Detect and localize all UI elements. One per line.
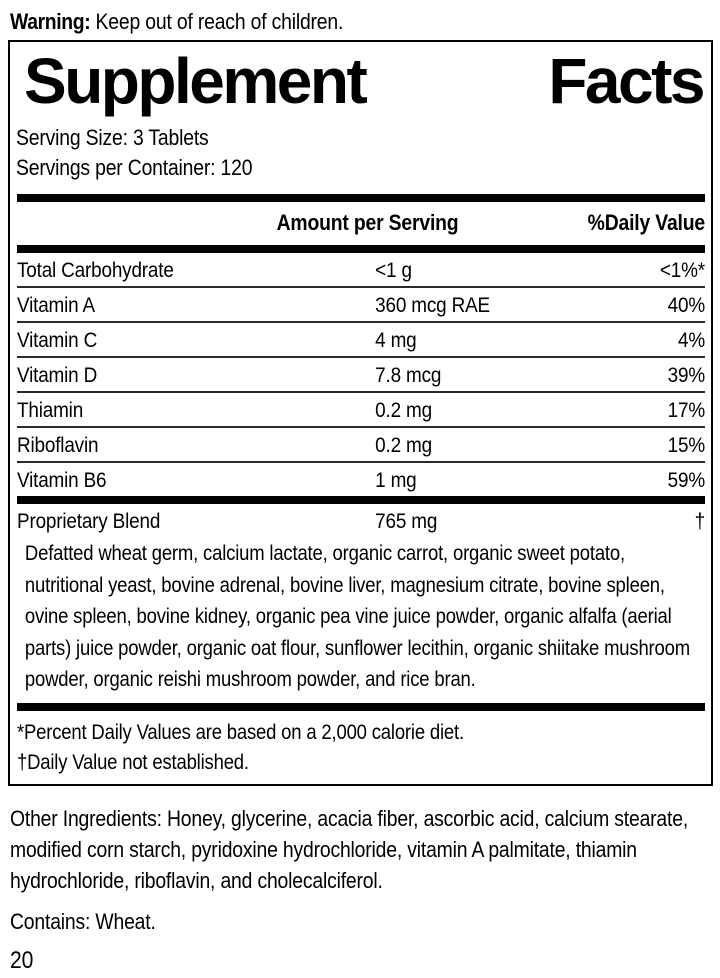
header-daily-value: %Daily Value [587,210,706,235]
nutrient-name: Total Carbohydrate [17,258,174,282]
nutrient-name: Vitamin C [17,328,98,352]
nutrient-name: Riboflavin [17,433,99,457]
warning-line: Warning: Keep out of reach of children. [10,9,710,35]
footnote-percent-daily-values: *Percent Daily Values are based on a 2,0… [17,720,464,744]
nutrient-row: Riboflavin 0.2 mg 15% [17,426,705,461]
thick-rule [17,194,705,202]
nutrient-daily-value: 17% [667,398,706,422]
nutrient-amount: 0.2 mg [375,433,432,457]
nutrient-row: Vitamin D 7.8 mcg 39% [17,356,705,391]
proprietary-blend-description: Defatted wheat germ, calcium lactate, or… [24,542,690,691]
panel-title: Supplement Facts [10,42,711,123]
nutrient-daily-value: 15% [667,433,706,457]
serving-size-line: Serving Size: 3 Tablets [16,125,209,150]
panel-title-word-2: Facts [548,45,705,117]
header-amount-per-serving: Amount per Serving [276,210,459,235]
nutrient-daily-value: <1%* [659,258,705,282]
nutrient-table: Total Carbohydrate <1 g <1%* Vitamin A 3… [10,253,711,496]
page-number: 20 [10,946,34,974]
nutrient-daily-value: 40% [667,293,706,317]
nutrient-row: Vitamin B6 1 mg 59% [17,461,705,496]
nutrient-amount: 1 mg [375,468,417,492]
footnote-daily-value-not-established: †Daily Value not established. [17,750,249,774]
contains-statement: Contains: Wheat. [10,908,156,934]
panel-title-word-1: Supplement [24,45,368,117]
nutrient-row: Vitamin C 4 mg 4% [17,321,705,356]
nutrient-daily-value: 39% [667,363,706,387]
nutrient-name: Vitamin B6 [17,468,107,492]
nutrient-name: Proprietary Blend [17,509,161,533]
thick-rule [17,496,705,504]
proprietary-blend-row: Proprietary Blend 765 mg † [17,504,705,537]
thick-rule [17,245,705,253]
nutrient-amount: <1 g [375,258,412,282]
footnotes: *Percent Daily Values are based on a 2,0… [17,718,705,778]
nutrient-name: Vitamin A [17,293,96,317]
nutrient-amount: 360 mcg RAE [375,293,490,317]
nutrient-name: Thiamin [17,398,84,422]
nutrient-daily-value: † [694,509,706,533]
supplement-facts-panel: Supplement Facts Serving Size: 3 Tablets… [8,40,713,786]
warning-text: Keep out of reach of children. [90,9,344,34]
warning-label: Warning: [10,9,91,34]
nutrient-amount: 7.8 mcg [375,363,442,387]
nutrient-daily-value: 59% [667,468,706,492]
other-ingredients: Other Ingredients: Honey, glycerine, aca… [10,805,699,893]
nutrient-amount: 765 mg [375,509,438,533]
nutrient-amount: 0.2 mg [375,398,432,422]
table-header-row: Amount per Serving %Daily Value [17,202,706,245]
nutrient-daily-value: 4% [677,328,705,352]
nutrient-row: Total Carbohydrate <1 g <1%* [17,253,705,286]
nutrient-row: Thiamin 0.2 mg 17% [17,391,705,426]
nutrient-amount: 4 mg [375,328,417,352]
nutrient-name: Vitamin D [17,363,98,387]
servings-per-container-line: Servings per Container: 120 [16,155,253,180]
thick-rule [17,702,705,711]
nutrient-row: Vitamin A 360 mcg RAE 40% [17,286,705,321]
